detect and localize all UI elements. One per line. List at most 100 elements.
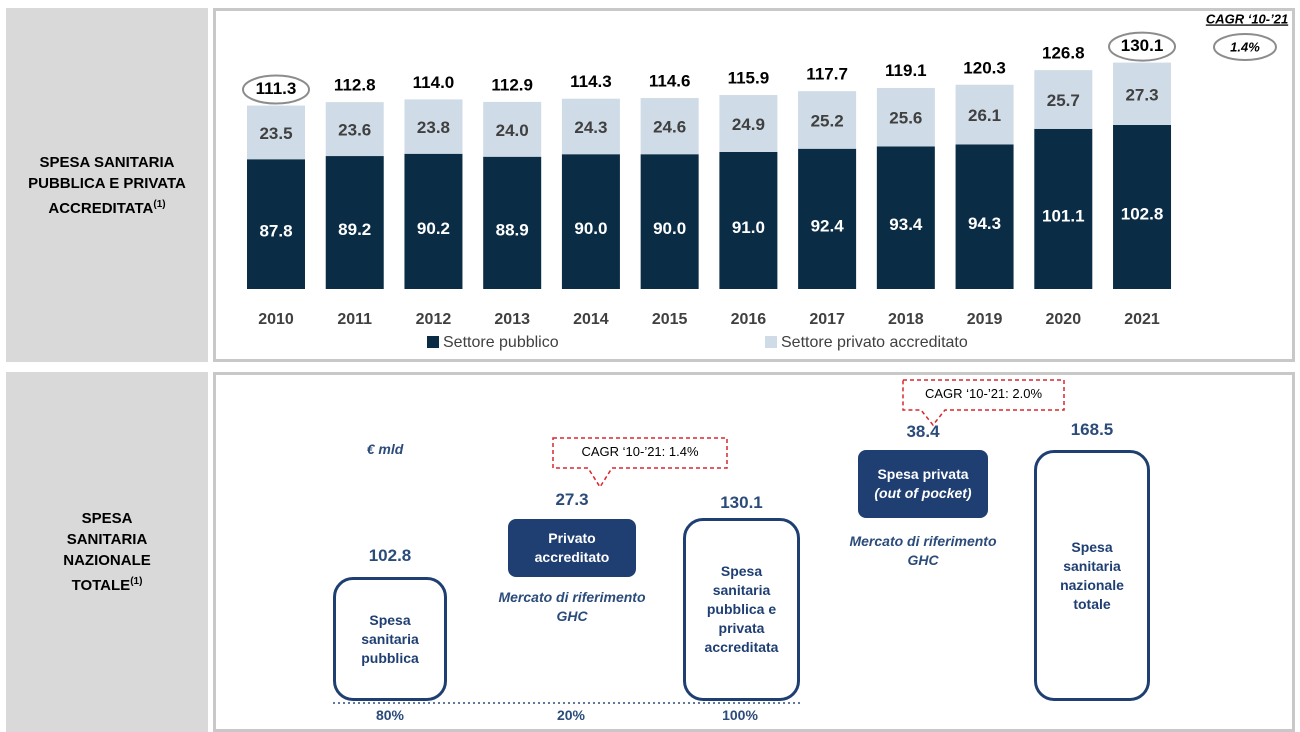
value-label: 102.8 [1121, 204, 1164, 223]
bar-segment [876, 87, 935, 147]
note: Mercato di riferimento GHC [498, 589, 646, 624]
total-label: 111.3 [256, 79, 297, 98]
bar-segment [798, 91, 857, 149]
x-tick-label: 2012 [416, 311, 452, 328]
value-label: 24.6 [653, 118, 686, 137]
value: 27.3 [555, 490, 589, 509]
value-label: 90.2 [417, 219, 450, 238]
bar-segment [247, 159, 305, 289]
value-label: 23.8 [417, 118, 450, 137]
total-label: 112.8 [334, 76, 376, 95]
x-tick-label: 2020 [1046, 311, 1082, 328]
box-label: Spesa sanitaria nazionale totale [1060, 538, 1124, 612]
total-label: 114.6 [649, 72, 691, 91]
x-tick-label: 2011 [337, 311, 372, 328]
value: 168.5 [1070, 420, 1114, 439]
value-label: 24.3 [574, 118, 607, 137]
box-sublabel: (out of pocket) [874, 485, 972, 501]
x-tick-label: 2016 [731, 311, 767, 328]
annotation-value: 1.4% [1230, 39, 1260, 54]
bar-segment [325, 102, 384, 157]
bar-segment [955, 84, 1014, 145]
box: Spesa sanitaria pubblica [333, 577, 447, 701]
x-tick-label: 2010 [258, 311, 294, 328]
callout: CAGR ‘10-’21: 1.4% [581, 444, 699, 459]
total-label: 114.0 [413, 73, 455, 92]
value-label: 25.7 [1047, 91, 1080, 110]
unit: € mld [366, 441, 404, 457]
note: Mercato di riferimento GHC [849, 533, 997, 568]
value-label: 87.8 [259, 222, 292, 241]
annotation-ring [1213, 33, 1277, 61]
value-label: 25.6 [889, 109, 922, 128]
box: Spesa sanitaria nazionale totale [1034, 450, 1150, 701]
bar-segment [719, 95, 778, 152]
total-label: 117.7 [806, 64, 848, 83]
box-label: Privato accreditato [534, 530, 610, 565]
legend-label: Settore pubblico [443, 334, 559, 351]
x-tick-label: 2021 [1124, 311, 1160, 328]
total-label: 112.9 [491, 75, 533, 94]
row-label-wrap: SPESA SANITARIA NAZIONALE TOTALE(1) [47, 508, 167, 596]
row-label-box: SPESA SANITARIA PUBBLICA E PRIVATA ACCRE… [6, 8, 208, 362]
bar-segment [719, 151, 778, 289]
annotation-title: CAGR ‘10-’21 [1206, 11, 1288, 26]
bar-segment [1034, 128, 1093, 289]
bar-segment [483, 101, 542, 157]
value: 38.4 [906, 422, 940, 441]
bar-segment [1034, 70, 1093, 129]
value-label: 93.4 [889, 215, 923, 234]
bar-segment [561, 154, 620, 289]
row-label-box: SPESA SANITARIA NAZIONALE TOTALE(1) [6, 372, 208, 732]
value-label: 101.1 [1042, 206, 1085, 225]
share: 100% [722, 707, 758, 723]
box-label: Spesa sanitaria pubblica [361, 611, 419, 666]
value-label: 27.3 [1125, 85, 1158, 104]
bar-segment [955, 144, 1014, 289]
bar-segment [876, 146, 935, 289]
x-tick-label: 2017 [809, 311, 845, 328]
x-tick-label: 2014 [573, 311, 609, 328]
bar-segment [404, 153, 463, 289]
legend-swatch [427, 336, 439, 348]
bar-segment [561, 98, 620, 155]
value: 102.8 [368, 546, 412, 565]
value-label: 23.6 [338, 121, 371, 140]
bar-segment [640, 98, 699, 155]
legend-swatch [765, 336, 777, 348]
x-tick-label: 2018 [888, 311, 924, 328]
highlight-ring [1108, 31, 1177, 62]
value-label: 91.0 [732, 218, 765, 237]
highlight-ring [242, 74, 310, 105]
value-label: 90.0 [653, 219, 686, 238]
value-label: 89.2 [338, 220, 371, 239]
value-label: 23.5 [259, 124, 292, 143]
callout-shape [902, 379, 1065, 427]
bar-segment [640, 154, 699, 289]
value-label: 26.1 [968, 106, 1001, 125]
x-tick-label: 2013 [494, 311, 530, 328]
box: Privato accreditato [508, 519, 636, 577]
total-label: 126.8 [1042, 44, 1085, 63]
callout: CAGR ‘10-’21: 2.0% [924, 386, 1043, 401]
total-label: 119.1 [885, 61, 927, 80]
row-label-note: (1) [130, 576, 143, 587]
row-label-wrap: SPESA SANITARIA PUBBLICA E PRIVATA ACCRE… [27, 152, 187, 219]
legend-label: Settore privato accreditato [781, 334, 968, 351]
value-label: 90.0 [574, 219, 607, 238]
bar-segment [247, 105, 305, 160]
bar-segment [325, 156, 384, 289]
value: 130.1 [720, 493, 763, 512]
value-label: 25.2 [811, 111, 844, 130]
total-label: 114.3 [570, 72, 612, 91]
row-label: SPESA SANITARIA PUBBLICA E PRIVATA ACCRE… [28, 153, 186, 217]
total-label: 130.1 [1121, 36, 1164, 55]
x-tick-label: 2015 [652, 311, 688, 328]
bar-segment [1113, 62, 1172, 125]
bar-segment [798, 148, 857, 289]
total-label: 120.3 [963, 58, 1006, 77]
callout-shape [552, 437, 728, 489]
bar-segment [1113, 124, 1172, 289]
